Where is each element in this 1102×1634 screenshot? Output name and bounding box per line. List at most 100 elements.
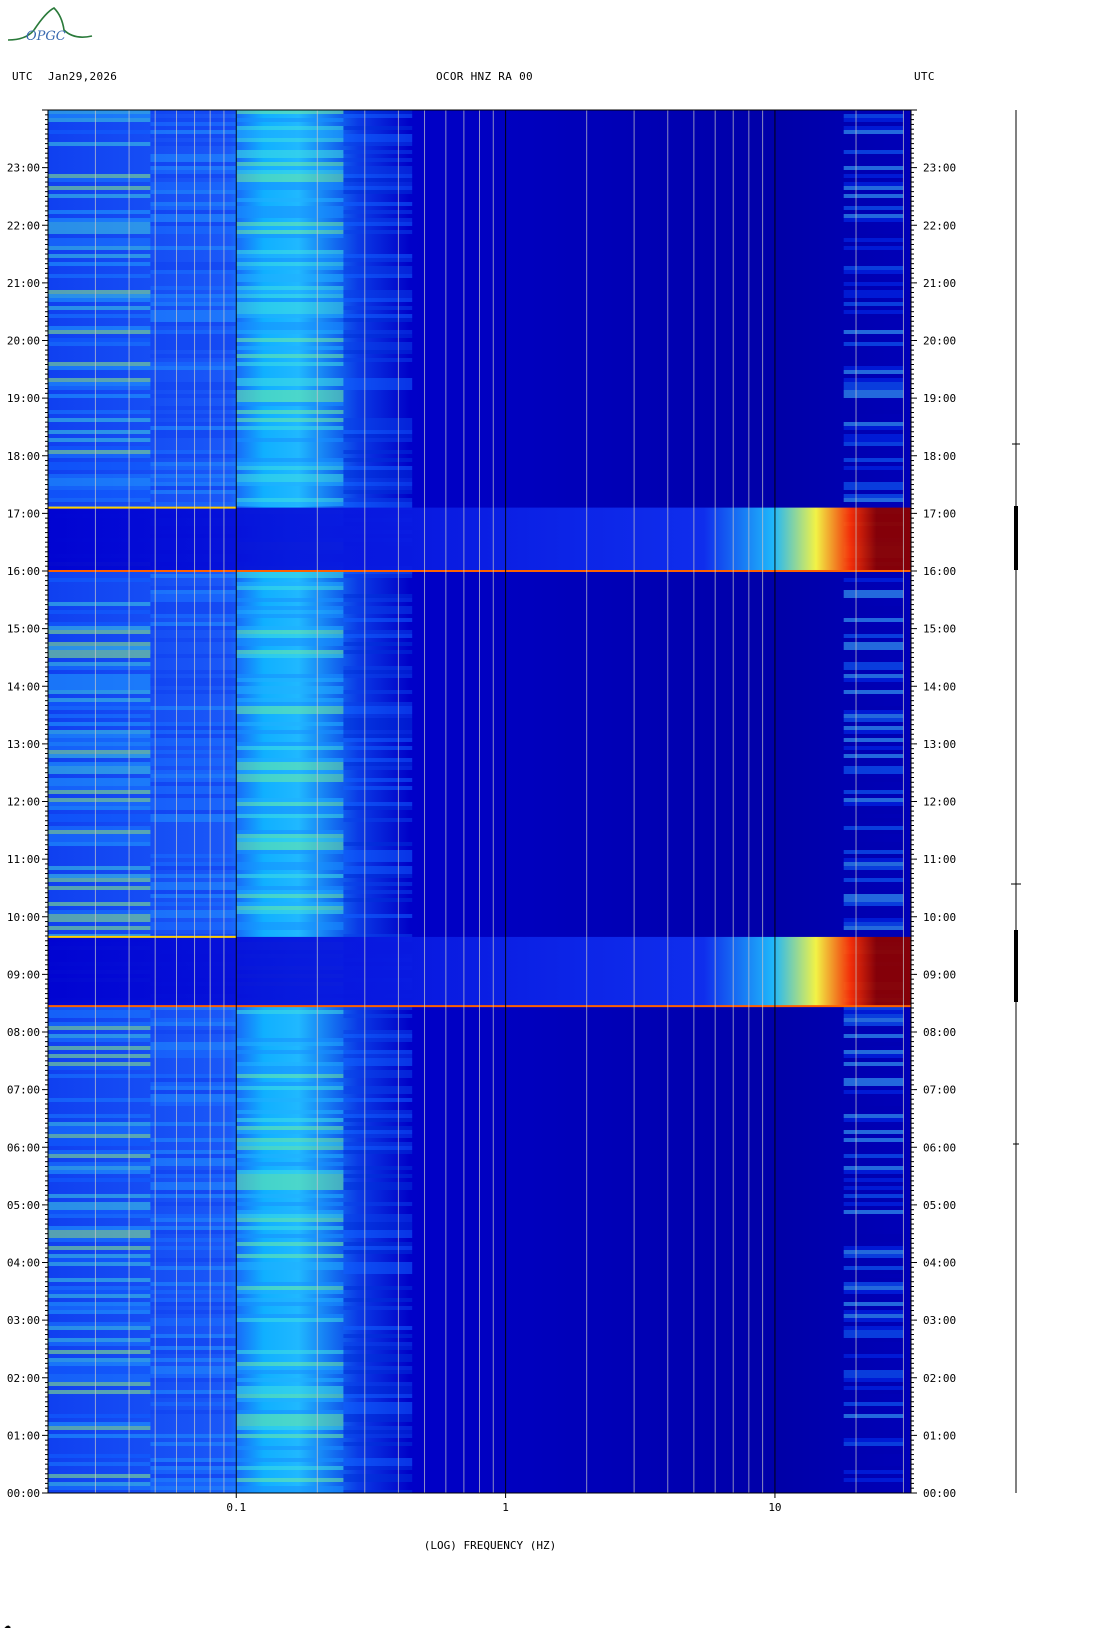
noise-stripe <box>48 674 151 678</box>
noise-stripe <box>236 798 344 802</box>
noise-stripe <box>48 1310 151 1314</box>
noise-stripe <box>843 726 904 730</box>
noise-stripe <box>236 1266 344 1270</box>
noise-stripe <box>236 582 344 586</box>
noise-stripe <box>48 230 151 234</box>
noise-stripe <box>343 466 413 470</box>
noise-stripe <box>843 1414 904 1418</box>
y-tick-label-right: 22:00 <box>923 219 956 232</box>
noise-stripe <box>343 758 413 762</box>
noise-stripe <box>343 870 413 874</box>
noise-stripe <box>150 1458 237 1462</box>
noise-stripe <box>48 746 151 750</box>
noise-stripe <box>150 226 237 230</box>
noise-stripe <box>48 1422 151 1426</box>
noise-stripe <box>236 1214 344 1218</box>
noise-stripe <box>843 122 904 126</box>
noise-stripe <box>843 466 904 470</box>
noise-stripe <box>843 850 904 854</box>
noise-stripe <box>343 1442 413 1446</box>
noise-stripe <box>236 134 344 138</box>
noise-stripe <box>150 466 237 470</box>
noise-stripe <box>843 1042 904 1046</box>
noise-stripe <box>843 1270 904 1274</box>
noise-stripe <box>343 1118 413 1122</box>
noise-stripe <box>150 1394 237 1398</box>
noise-stripe <box>843 238 904 242</box>
noise-stripe <box>48 1326 151 1330</box>
noise-stripe <box>48 1010 151 1014</box>
frequency-axis: 0.1 1 10 <box>226 1493 782 1514</box>
noise-stripe <box>236 322 344 326</box>
noise-stripe <box>48 1122 151 1126</box>
noise-stripe <box>48 1322 151 1326</box>
noise-stripe <box>48 790 151 794</box>
noise-stripe <box>236 1290 344 1294</box>
noise-stripe <box>343 818 413 822</box>
noise-stripe <box>843 310 904 314</box>
noise-stripe <box>843 186 904 190</box>
noise-stripe <box>843 458 904 462</box>
noise-stripe <box>843 714 904 718</box>
noise-stripe <box>343 802 413 806</box>
noise-stripe <box>48 1454 151 1458</box>
noise-stripe <box>236 1142 344 1146</box>
noise-stripe <box>150 414 237 418</box>
noise-stripe <box>150 778 237 782</box>
noise-stripe <box>48 1234 151 1238</box>
noise-stripe <box>343 1038 413 1042</box>
noise-stripe <box>236 838 344 842</box>
noise-stripe <box>48 1286 151 1290</box>
noise-stripe <box>343 266 413 270</box>
noise-stripe <box>150 602 237 606</box>
noise-stripe <box>343 666 413 670</box>
noise-stripe <box>236 394 344 398</box>
noise-stripe <box>343 866 413 870</box>
noise-stripe <box>48 778 151 782</box>
noise-stripe <box>843 1202 904 1206</box>
noise-stripe <box>843 1254 904 1258</box>
noise-stripe <box>48 298 151 302</box>
noise-stripe <box>343 138 413 142</box>
noise-stripe <box>150 1334 237 1338</box>
noise-stripe <box>150 1302 237 1306</box>
noise-stripe <box>236 1446 344 1450</box>
noise-stripe <box>236 210 344 214</box>
noise-stripe <box>843 618 904 622</box>
noise-stripe <box>843 1018 904 1022</box>
noise-stripe <box>150 1162 237 1166</box>
noise-stripe <box>150 1078 237 1082</box>
noise-stripe <box>150 266 237 270</box>
noise-stripe <box>48 274 151 278</box>
noise-stripe <box>236 866 344 870</box>
noise-stripe <box>150 298 237 302</box>
noise-stripe <box>150 794 237 798</box>
noise-stripe <box>343 734 413 738</box>
y-tick-label-right: 14:00 <box>923 680 956 693</box>
noise-stripe <box>150 454 237 458</box>
noise-stripe <box>48 1414 151 1418</box>
noise-stripe <box>48 454 151 458</box>
noise-stripe <box>150 882 237 886</box>
noise-stripe <box>236 1154 344 1158</box>
noise-stripe <box>48 1366 151 1370</box>
noise-stripe <box>843 294 904 298</box>
noise-stripe <box>343 1382 413 1386</box>
noise-stripe <box>150 1266 237 1270</box>
noise-stripe <box>150 798 237 802</box>
noise-stripe <box>843 1174 904 1178</box>
noise-stripe <box>48 342 151 346</box>
noise-stripe <box>343 1394 413 1398</box>
noise-stripe <box>236 1038 344 1042</box>
noise-stripe <box>150 1122 237 1126</box>
noise-stripe <box>236 810 344 814</box>
noise-stripe <box>843 606 904 610</box>
noise-stripe <box>843 1186 904 1190</box>
noise-stripe <box>343 1414 413 1418</box>
noise-stripe <box>150 1230 237 1234</box>
noise-stripe <box>843 1286 904 1290</box>
noise-stripe <box>843 1034 904 1038</box>
noise-stripe <box>150 1290 237 1294</box>
noise-stripe <box>236 1298 344 1302</box>
noise-stripe <box>150 690 237 694</box>
